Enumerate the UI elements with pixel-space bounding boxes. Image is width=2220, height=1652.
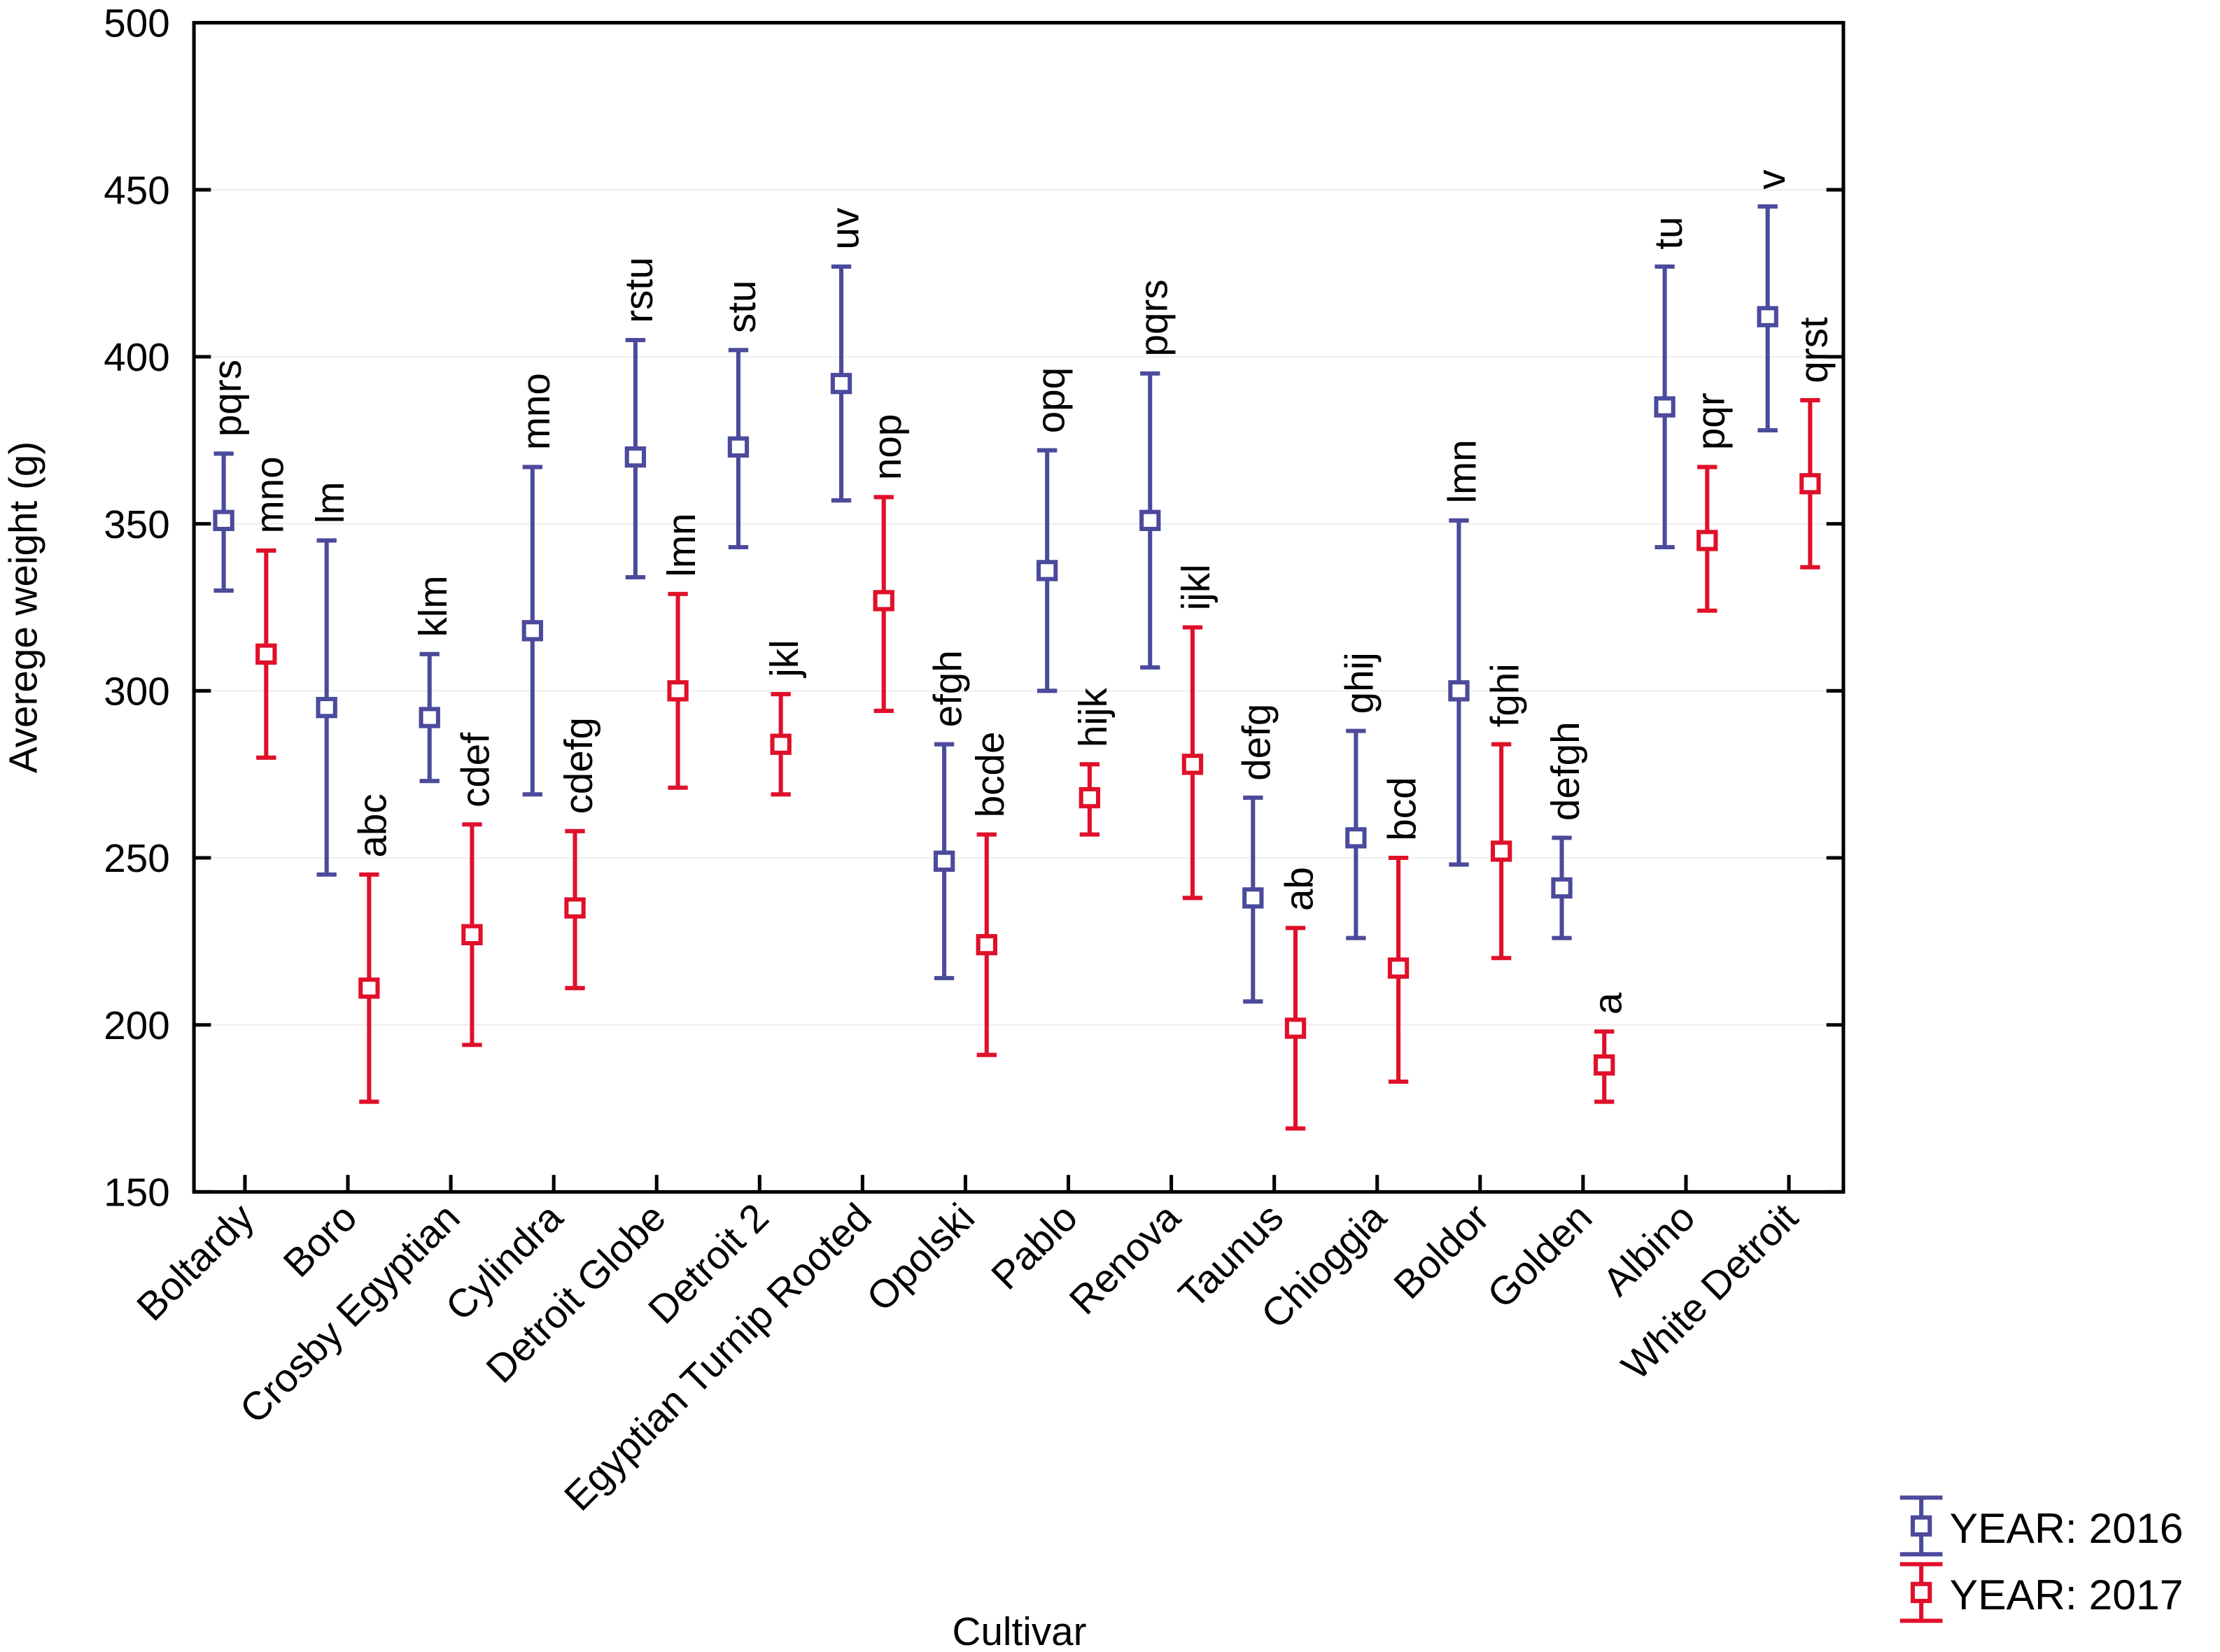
x-tick-label: Opolski	[859, 1196, 983, 1320]
mean-marker	[564, 897, 586, 919]
group-letter-label: fghi	[1483, 663, 1527, 727]
group-letter-label: rstu	[617, 257, 661, 323]
group-letter-label: cdefg	[557, 717, 601, 814]
group-letter-label: tu	[1647, 216, 1691, 249]
mean-marker	[461, 924, 483, 945]
mean-marker	[1757, 306, 1778, 327]
group-letter-label: hijk	[1072, 687, 1116, 747]
mean-marker	[873, 590, 894, 612]
y-tick-label: 450	[104, 169, 169, 213]
mean-marker	[1139, 509, 1161, 531]
y-axis-title: Averege weight (g)	[2, 442, 46, 773]
mean-marker	[1490, 840, 1512, 862]
group-letter-label: ghij	[1338, 652, 1382, 714]
group-letter-label: mno	[514, 373, 558, 450]
grid	[194, 189, 1843, 1026]
y-tick-label: 150	[104, 1171, 169, 1215]
x-axis-title: Cultivar	[953, 1610, 1087, 1652]
group-letter-label: nop	[866, 414, 910, 480]
legend-square-icon	[1910, 1515, 1932, 1537]
group-letter-label: bcd	[1380, 777, 1424, 840]
x-tick-label: Renova	[1061, 1195, 1189, 1323]
y-tick-label: 400	[104, 336, 169, 380]
group-letter-label: ijkl	[1174, 564, 1218, 610]
x-tick-label: Golden	[1480, 1196, 1601, 1318]
group-letter-label: pqrs	[1132, 279, 1176, 356]
mean-marker	[255, 643, 277, 665]
legend-label: YEAR: 2016	[1950, 1504, 2184, 1552]
group-letter-label: cdef	[454, 733, 498, 807]
group-letter-label: lm	[309, 481, 353, 523]
data-marks: pqrs lm klm mno rstu stu uv efgh opq pqrs defg ghij…	[206, 169, 1836, 1131]
mean-marker	[1284, 1017, 1307, 1039]
y-tick-label: 300	[104, 670, 169, 714]
group-letter-label: bcde	[969, 732, 1013, 818]
group-letter-label: uv	[823, 207, 867, 249]
mean-marker	[1079, 786, 1101, 809]
group-letter-label: efgh	[926, 650, 970, 727]
mean-marker	[830, 372, 852, 395]
mean-marker	[624, 446, 647, 468]
mean-marker	[316, 697, 337, 719]
mean-marker	[976, 933, 997, 956]
mean-marker	[1448, 680, 1470, 702]
group-letter-label: mno	[248, 456, 293, 533]
x-tick-label: Detroit Globe	[478, 1196, 674, 1392]
group-letter-label: pqr	[1689, 393, 1734, 450]
mean-marker	[1345, 827, 1367, 849]
mean-marker	[1799, 473, 1821, 495]
y-tick-label: 250	[104, 837, 169, 881]
mean-marker	[1594, 1054, 1615, 1076]
mean-marker	[1037, 560, 1058, 581]
group-letter-label: a	[1586, 992, 1630, 1015]
group-letter-label: qrst	[1792, 317, 1836, 383]
mean-marker	[1387, 957, 1410, 979]
mean-marker	[419, 707, 440, 728]
mean-marker	[521, 620, 544, 642]
mean-marker	[1654, 396, 1675, 418]
group-letter-label: pqrs	[206, 360, 250, 437]
plot-frame	[192, 20, 1846, 1194]
group-letter-label: jkl	[763, 640, 807, 678]
y-tick-label: 500	[104, 2, 169, 46]
mean-marker	[1242, 887, 1264, 909]
group-letter-label: klm	[412, 575, 456, 637]
group-letter-label: defg	[1235, 704, 1279, 781]
x-tick-label: Boro	[275, 1196, 365, 1286]
mean-marker	[213, 509, 234, 531]
y-tick-label: 350	[104, 503, 169, 547]
x-tick-label: Boltardy	[129, 1195, 263, 1329]
group-letter-label: ab	[1277, 867, 1321, 911]
mean-marker	[770, 733, 792, 755]
group-letter-label: abc	[351, 793, 395, 857]
group-letter-label: v	[1750, 169, 1794, 190]
mean-marker	[1551, 877, 1573, 899]
mean-marker	[1181, 754, 1204, 775]
group-letter-label: lmn	[660, 513, 704, 577]
series-year-2016: pqrs lm klm mno rstu stu uv efgh opq pqrs defg ghij…	[206, 169, 1794, 1004]
mean-marker	[1696, 530, 1718, 551]
mean-marker	[358, 977, 380, 999]
x-tick-label: Boldor	[1386, 1196, 1498, 1308]
y-axis: 150 200 250 300 350 400 450 500	[104, 2, 1843, 1215]
y-tick-label: 200	[104, 1004, 169, 1048]
series-year-2017: mno abc cdef cdefg lmn jkl nop bcde hijk ijkl ab bc…	[248, 317, 1836, 1131]
group-letter-label: opq	[1029, 367, 1073, 433]
mean-marker	[667, 680, 689, 702]
mean-marker	[727, 436, 750, 458]
mean-marker	[933, 850, 955, 872]
legend: YEAR: 2016 YEAR: 2017	[1899, 1495, 2184, 1623]
legend-square-icon	[1910, 1581, 1932, 1604]
group-letter-label: stu	[720, 281, 764, 334]
legend-label: YEAR: 2017	[1950, 1571, 2184, 1618]
group-letter-label: lmn	[1441, 439, 1485, 503]
group-letter-label: defgh	[1544, 721, 1588, 821]
